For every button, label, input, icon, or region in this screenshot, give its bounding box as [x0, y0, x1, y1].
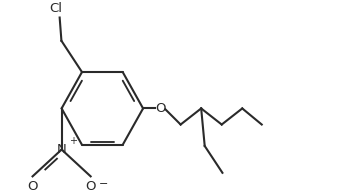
Text: −: −	[99, 179, 108, 189]
Text: Cl: Cl	[50, 2, 62, 15]
Text: O: O	[27, 180, 38, 193]
Text: O: O	[85, 180, 96, 193]
Text: O: O	[155, 102, 165, 115]
Text: +: +	[69, 136, 77, 146]
Text: N: N	[57, 143, 66, 156]
